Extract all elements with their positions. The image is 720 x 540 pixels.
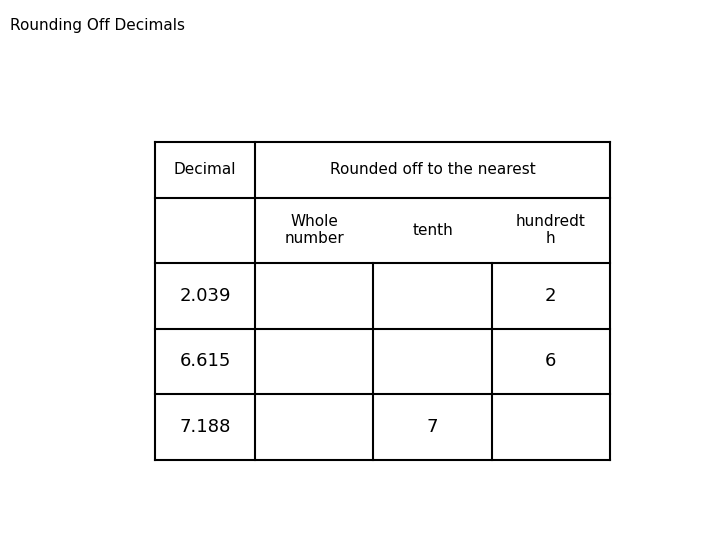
Text: Whole
number: Whole number [284, 214, 344, 246]
Text: Rounding Off Decimals: Rounding Off Decimals [10, 18, 185, 33]
Text: 6.615: 6.615 [179, 353, 230, 370]
Text: tenth: tenth [412, 222, 453, 238]
Text: Decimal: Decimal [174, 163, 236, 177]
Text: 7.188: 7.188 [179, 418, 230, 436]
Text: hundredt
h: hundredt h [516, 214, 586, 246]
Text: 6: 6 [545, 353, 557, 370]
Text: 2.039: 2.039 [179, 287, 231, 305]
Text: 7: 7 [427, 418, 438, 436]
Text: 2: 2 [545, 287, 557, 305]
Text: Rounded off to the nearest: Rounded off to the nearest [330, 163, 536, 177]
